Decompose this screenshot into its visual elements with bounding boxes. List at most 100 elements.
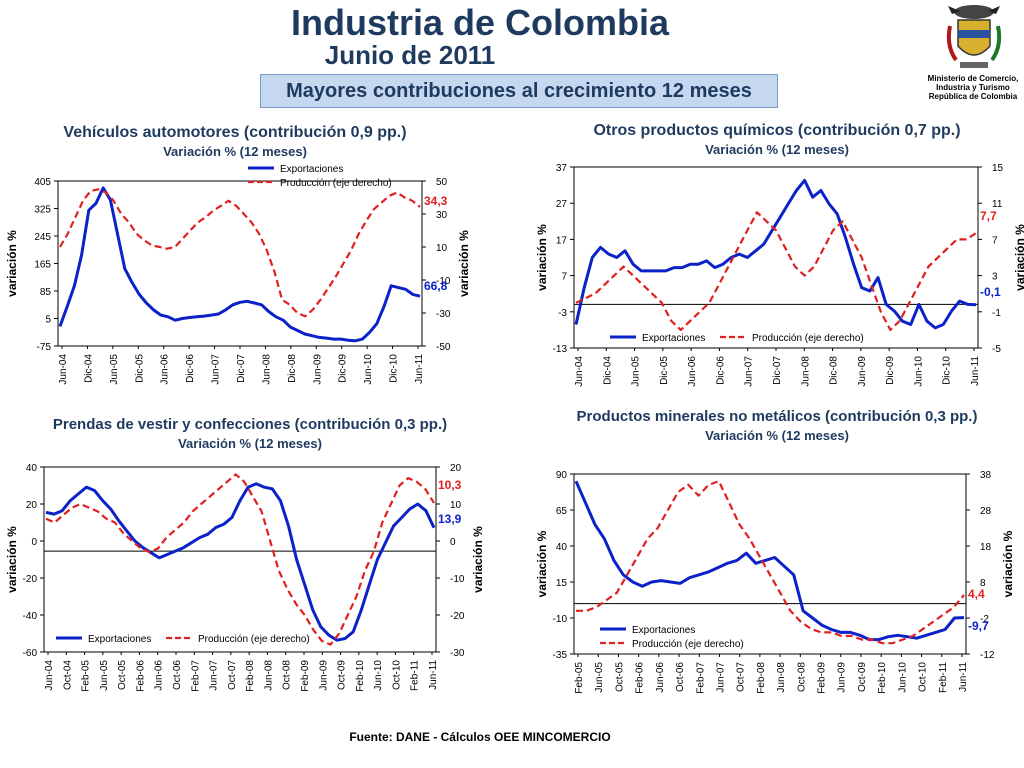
y2-axis-title: variación % — [1001, 530, 1015, 597]
x-tick-label: Oct-07 — [736, 662, 747, 692]
y2-tick-label: 11 — [992, 199, 1003, 210]
ministry-line-2: Industria y Turismo — [936, 83, 1010, 92]
legend-label: Exportaciones — [642, 333, 705, 344]
y-tick-label: -40 — [23, 611, 38, 622]
y2-tick-label: 30 — [436, 210, 448, 221]
chart-panel-quimicos: Otros productos químicos (contribución 0… — [530, 120, 1024, 404]
plot-frame — [573, 473, 967, 655]
x-tick-label: Dic-10 — [942, 356, 953, 385]
x-tick-label: Jun-06 — [154, 660, 165, 691]
source-footnote: Fuente: DANE - Cálculos OEE MINCOMERCIO — [349, 730, 611, 744]
series-line-exportaciones — [45, 482, 436, 642]
x-tick-label: Oct-10 — [391, 660, 402, 690]
x-tick-label: Oct-10 — [918, 662, 929, 692]
end-value-label: 66,8 — [424, 279, 448, 293]
chart-subtitle: Variación % (12 meses) — [163, 144, 307, 159]
y2-tick-label: 38 — [980, 470, 992, 481]
x-tick-label: Dic-10 — [389, 354, 400, 383]
end-value-label: -9,7 — [968, 619, 989, 633]
y-tick-label: 325 — [34, 205, 51, 216]
y-axis-title: variación % — [535, 224, 549, 291]
chart-subtitle: Variación % (12 meses) — [705, 428, 849, 443]
y2-tick-label: -12 — [980, 650, 995, 661]
y-tick-label: 37 — [556, 163, 568, 174]
x-tick-label: Jun-06 — [160, 354, 171, 385]
y-tick-label: 245 — [34, 232, 51, 243]
x-tick-label: Jun-05 — [109, 354, 120, 385]
x-tick-label: Jun-11 — [414, 354, 425, 384]
end-value-label: 13,9 — [438, 512, 462, 526]
x-tick-label: Jun-11 — [958, 662, 969, 692]
x-tick-label: Feb-07 — [695, 662, 706, 694]
y2-tick-label: 10 — [450, 500, 462, 511]
ministry-line-1: Ministerio de Comercio, — [927, 74, 1019, 83]
x-tick-label: Dic-04 — [83, 354, 94, 383]
x-tick-label: Dic-05 — [134, 354, 145, 383]
chart-title: Productos minerales no metálicos (contri… — [576, 408, 978, 425]
legend-label: Producción (eje derecho) — [280, 178, 392, 189]
legend-label: Exportaciones — [88, 634, 151, 645]
y2-tick-label: -10 — [436, 276, 451, 287]
x-tick-label: Jun-04 — [58, 354, 69, 385]
x-tick-label: Dic-07 — [236, 354, 247, 383]
y-tick-label: 7 — [561, 272, 567, 283]
x-tick-label: Jun-09 — [312, 354, 323, 385]
x-tick-label: Jun-10 — [363, 354, 374, 385]
chart-minerales: 90 65 40 15 -10 -35 38 28 18 8 -2 -12 Feb-05 Jun-05 Oc… — [535, 470, 1015, 694]
x-tick-label: Jun-07 — [209, 660, 220, 691]
x-tick-label: Jun-10 — [913, 356, 924, 387]
y2-tick-label: 10 — [436, 243, 448, 254]
y-tick-label: 0 — [31, 537, 37, 548]
y2-tick-label: 3 — [992, 272, 998, 283]
x-tick-label: Dic-04 — [602, 356, 613, 385]
page-subtitle: Junio de 2011 — [324, 40, 496, 70]
x-tick-label: Oct-06 — [172, 660, 183, 690]
x-tick-label: Feb-09 — [300, 660, 311, 692]
y2-tick-label: -2 — [980, 614, 989, 625]
x-tick-label: Feb-06 — [635, 662, 646, 694]
x-tick-label: Jun-09 — [837, 662, 848, 693]
y-tick-label: -20 — [23, 574, 38, 585]
end-value-label: -0,1 — [980, 285, 1001, 299]
legend-label: Producción (eje derecho) — [752, 333, 864, 344]
series-line-produccion — [575, 211, 977, 331]
y-tick-label: 27 — [556, 199, 568, 210]
x-tick-label: Feb-05 — [574, 662, 585, 694]
y-axis-title: variación % — [535, 530, 549, 597]
x-tick-label: Dic-06 — [185, 354, 196, 383]
y-tick-label: 40 — [26, 463, 38, 474]
x-tick-label: Dic-08 — [287, 354, 298, 383]
end-value-label: 7,7 — [980, 209, 997, 223]
plot-frame — [43, 466, 437, 653]
x-tick-label: Feb-05 — [81, 660, 92, 692]
y-tick-label: -60 — [23, 648, 38, 659]
x-tick-label: Dic-06 — [715, 356, 726, 385]
series-line-exportaciones — [574, 480, 965, 642]
series-line-produccion — [576, 480, 965, 645]
x-tick-label: Oct-08 — [796, 662, 807, 692]
x-tick-label: Dic-08 — [829, 356, 840, 385]
chart-panel-prendas: Prendas de vestir y confecciones (contri… — [0, 412, 500, 712]
y2-tick-label: -30 — [450, 648, 465, 659]
chart-subtitle: Variación % (12 meses) — [705, 142, 849, 157]
chart-title: Vehículos automotores (contribución 0,9 … — [63, 124, 407, 141]
section-banner-text: Mayores contribuciones al crecimiento 12… — [286, 79, 752, 102]
x-tick-label: Dic-09 — [885, 356, 896, 385]
x-tick-label: Oct-05 — [117, 660, 128, 690]
x-tick-label: Feb-09 — [817, 662, 828, 694]
legend-label: Exportaciones — [280, 164, 343, 175]
series-line-exportaciones — [58, 186, 421, 343]
y-tick-label: 90 — [556, 470, 568, 481]
x-tick-label: Jun-04 — [574, 356, 585, 387]
y2-tick-label: -50 — [436, 342, 451, 353]
x-tick-label: Jun-06 — [655, 662, 666, 693]
x-tick-label: Jun-09 — [857, 356, 868, 387]
end-value-label: 4,4 — [968, 587, 985, 601]
y2-tick-label: 15 — [992, 163, 1004, 174]
x-tick-label: Jun-10 — [373, 660, 384, 691]
y-tick-label: 40 — [556, 542, 568, 553]
section-banner: Mayores contribuciones al crecimiento 12… — [260, 74, 778, 108]
x-tick-label: Oct-07 — [227, 660, 238, 690]
x-tick-label: Jun-11 — [970, 356, 981, 386]
y-tick-label: 85 — [40, 287, 52, 298]
